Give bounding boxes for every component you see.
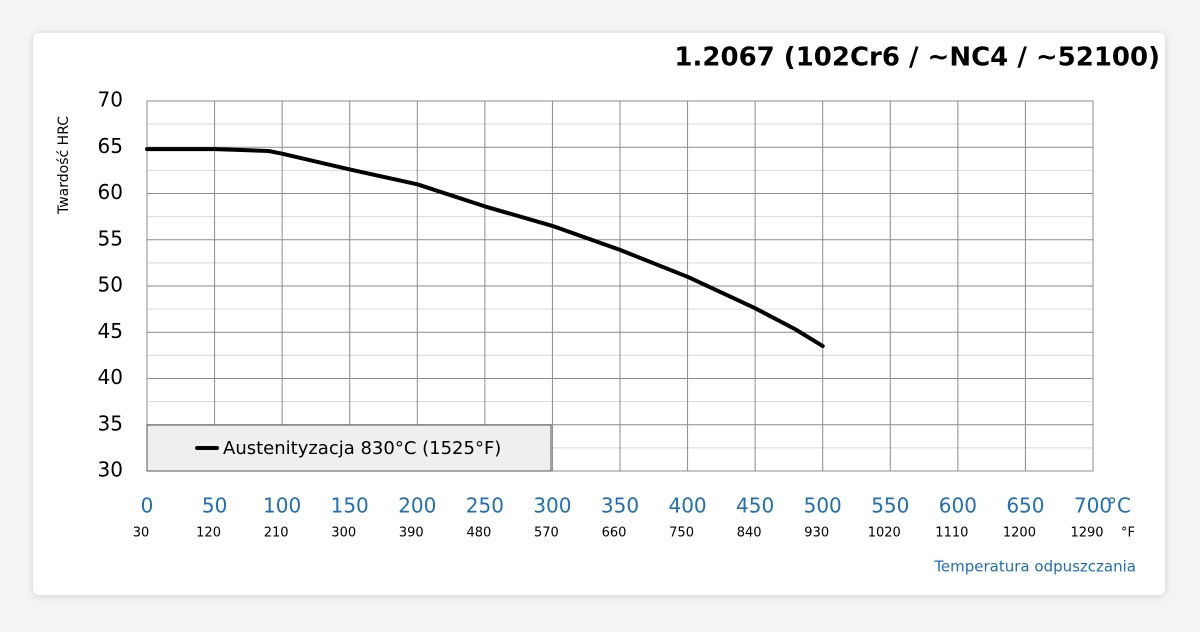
x2-tick-label: 390 [399,526,424,541]
x-tick-label: 700 [1074,494,1112,518]
y-axis-label: Twardość HRC [56,116,72,215]
x2-tick-label: 750 [669,526,694,541]
x2-tick-label: 930 [804,526,829,541]
x-tick-label: 50 [202,494,227,518]
x-tick-label: 250 [466,494,504,518]
x-axis-label: Temperatura odpuszczania [933,558,1136,576]
data-line [145,147,825,349]
plot-border [146,100,1094,472]
y-tick-label: 50 [98,273,123,297]
card [33,33,1165,595]
x-tick-label: 200 [398,494,436,518]
x2-tick-label: 480 [466,526,491,541]
y-tick-label: 60 [98,180,123,204]
x2-tick-label: 30 [133,526,150,541]
y-tick-label: 70 [98,88,123,112]
x2-tick-label: 570 [534,526,559,541]
x2-tick-label: 120 [196,526,221,541]
x-tick-label: 0 [141,494,154,518]
x2-tick-label: 660 [602,526,627,541]
x-tick-label: 100 [263,494,301,518]
x-tick-label: 300 [533,494,571,518]
y-tick-label: 45 [98,319,123,343]
y-tick-label: 30 [98,458,123,482]
x2-tick-label: 840 [737,526,762,541]
x2-tick-label: 300 [331,526,356,541]
x-unit: °C [1107,494,1131,518]
x-tick-label: 600 [939,494,977,518]
y-tick-label: 40 [98,365,123,389]
y-tick-label: 65 [98,134,123,158]
x-tick-label: 500 [804,494,842,518]
chart-title: 1.2067 (102Cr6 / ~NC4 / ~52100) [674,43,1160,73]
x2-tick-label: 1290 [1070,526,1103,541]
x2-unit: °F [1121,526,1135,541]
x2-tick-label: 1110 [935,526,968,541]
x-tick-label: 550 [871,494,909,518]
y-tick-label: 35 [98,411,123,435]
x-tick-label: 350 [601,494,639,518]
legend-label: Austenityzacja 830°C (1525°F) [223,438,501,459]
x-tick-label: 450 [736,494,774,518]
x2-tick-label: 1200 [1003,526,1036,541]
x2-tick-label: 1020 [868,526,901,541]
y-tick-label: 55 [98,226,123,250]
x-tick-label: 400 [668,494,706,518]
x-tick-label: 150 [331,494,369,518]
x2-tick-label: 210 [264,526,289,541]
x-tick-label: 650 [1006,494,1044,518]
